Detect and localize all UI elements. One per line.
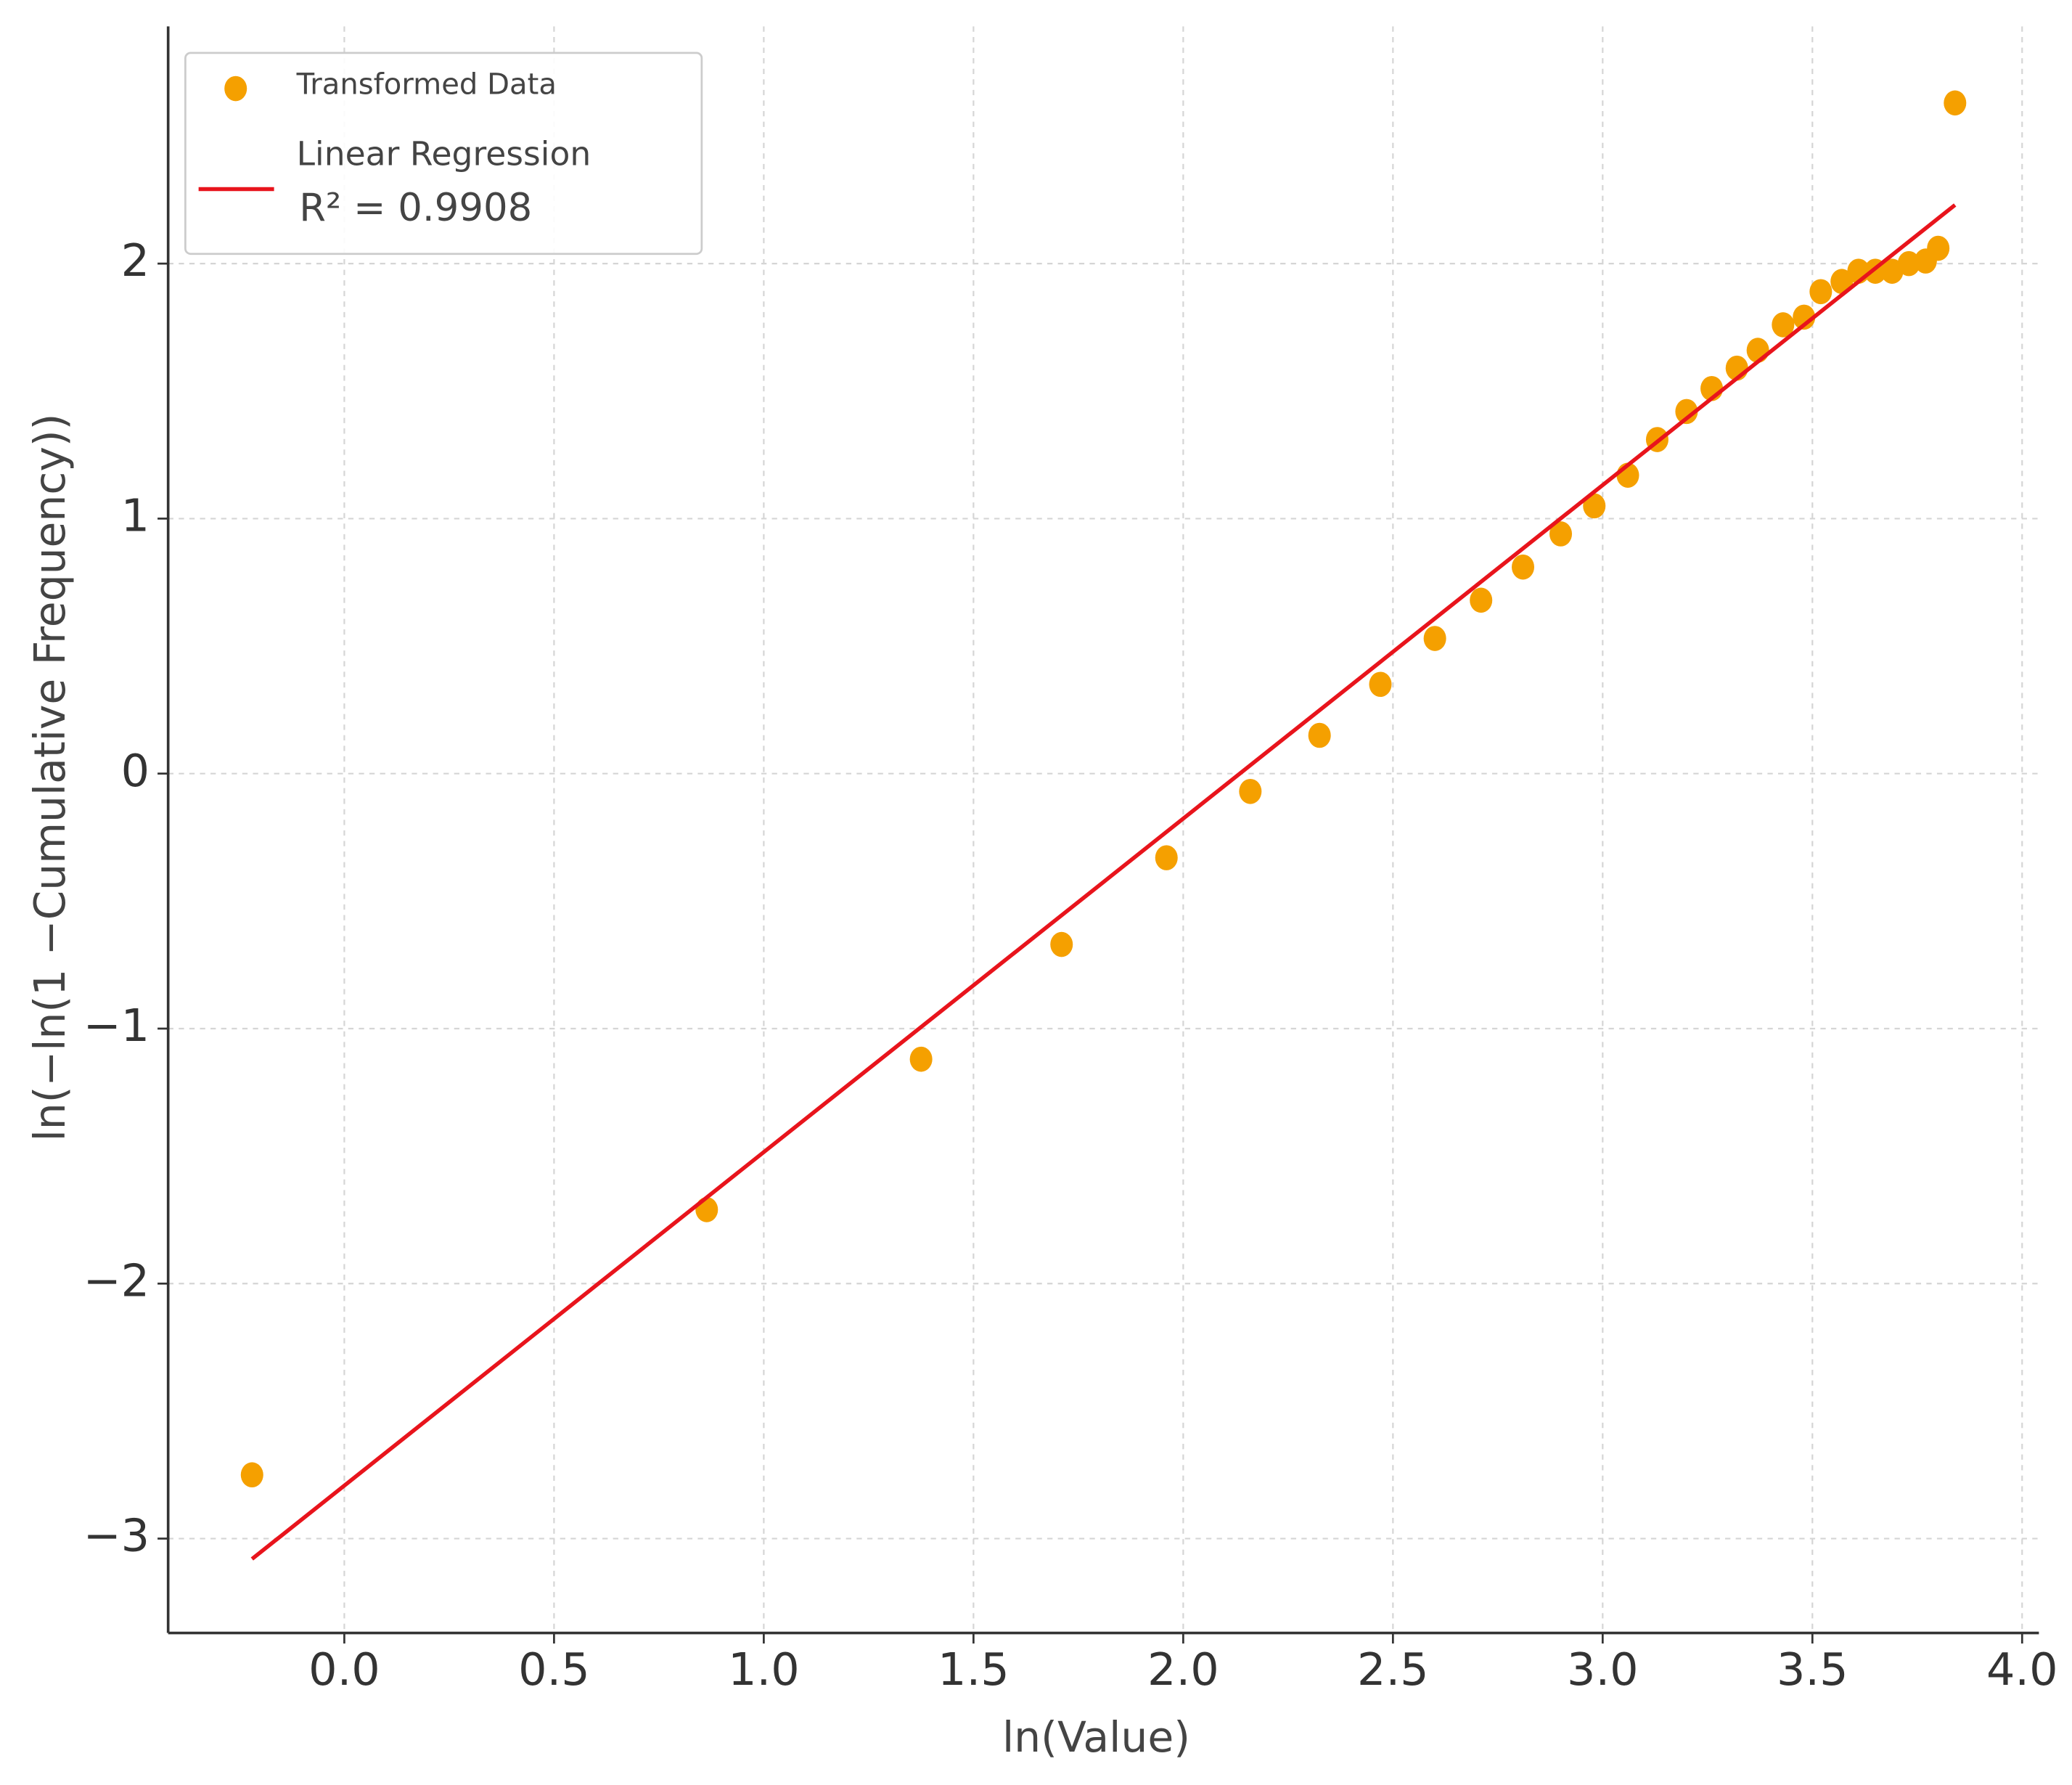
data-point [1369,671,1392,698]
x-tick-label: 0.0 [308,1643,380,1696]
data-point [1746,338,1769,363]
x-tick-label: 2.0 [1147,1643,1219,1696]
x-axis-label: ln(Value) [1002,1712,1190,1762]
x-tick-label: 3.5 [1777,1643,1848,1696]
data-point [1470,587,1493,613]
data-point [1675,399,1698,425]
data-point [240,1462,263,1488]
data-point [1793,304,1816,330]
data-point [1511,554,1535,580]
data-point [1583,493,1606,519]
legend-box [184,52,703,256]
y-tick-label: 2 [121,234,150,287]
x-tick-label: 0.5 [518,1643,590,1696]
data-point [1155,845,1178,870]
x-tick-label: 3.0 [1567,1643,1639,1696]
regression-line [250,203,1957,1561]
data-point [1809,279,1833,305]
x-tick-label: 1.0 [728,1643,800,1696]
data-point [909,1046,933,1072]
y-tick-label: −3 [83,1509,150,1562]
data-point [1549,521,1573,547]
x-tick-label: 2.5 [1357,1643,1429,1696]
data-point [1772,312,1795,338]
legend-label: Linear Regression [297,134,591,173]
x-tick-label: 4.0 [1986,1643,2058,1696]
data-point [1830,269,1854,295]
legend-label: Transformed Data [296,68,557,101]
data-point [1239,778,1262,804]
y-tick-label: −2 [83,1254,150,1307]
y-tick-label: 1 [121,489,150,542]
data-point [1423,626,1446,651]
legend-swatch [224,75,247,102]
data-point [1927,235,1950,261]
legend-annotation: R² = 0.9908 [299,186,532,230]
y-tick-label: 0 [121,744,150,797]
data-point [1944,90,1967,116]
y-tick-label: −1 [83,999,150,1052]
y-axis-label: ln(−ln(1 −Cumulative Frequency)) [25,414,75,1142]
data-point [1050,931,1073,957]
x-tick-label: 1.5 [938,1643,1010,1696]
data-point [695,1197,718,1222]
data-point [1897,250,1920,277]
data-point [1308,722,1331,748]
